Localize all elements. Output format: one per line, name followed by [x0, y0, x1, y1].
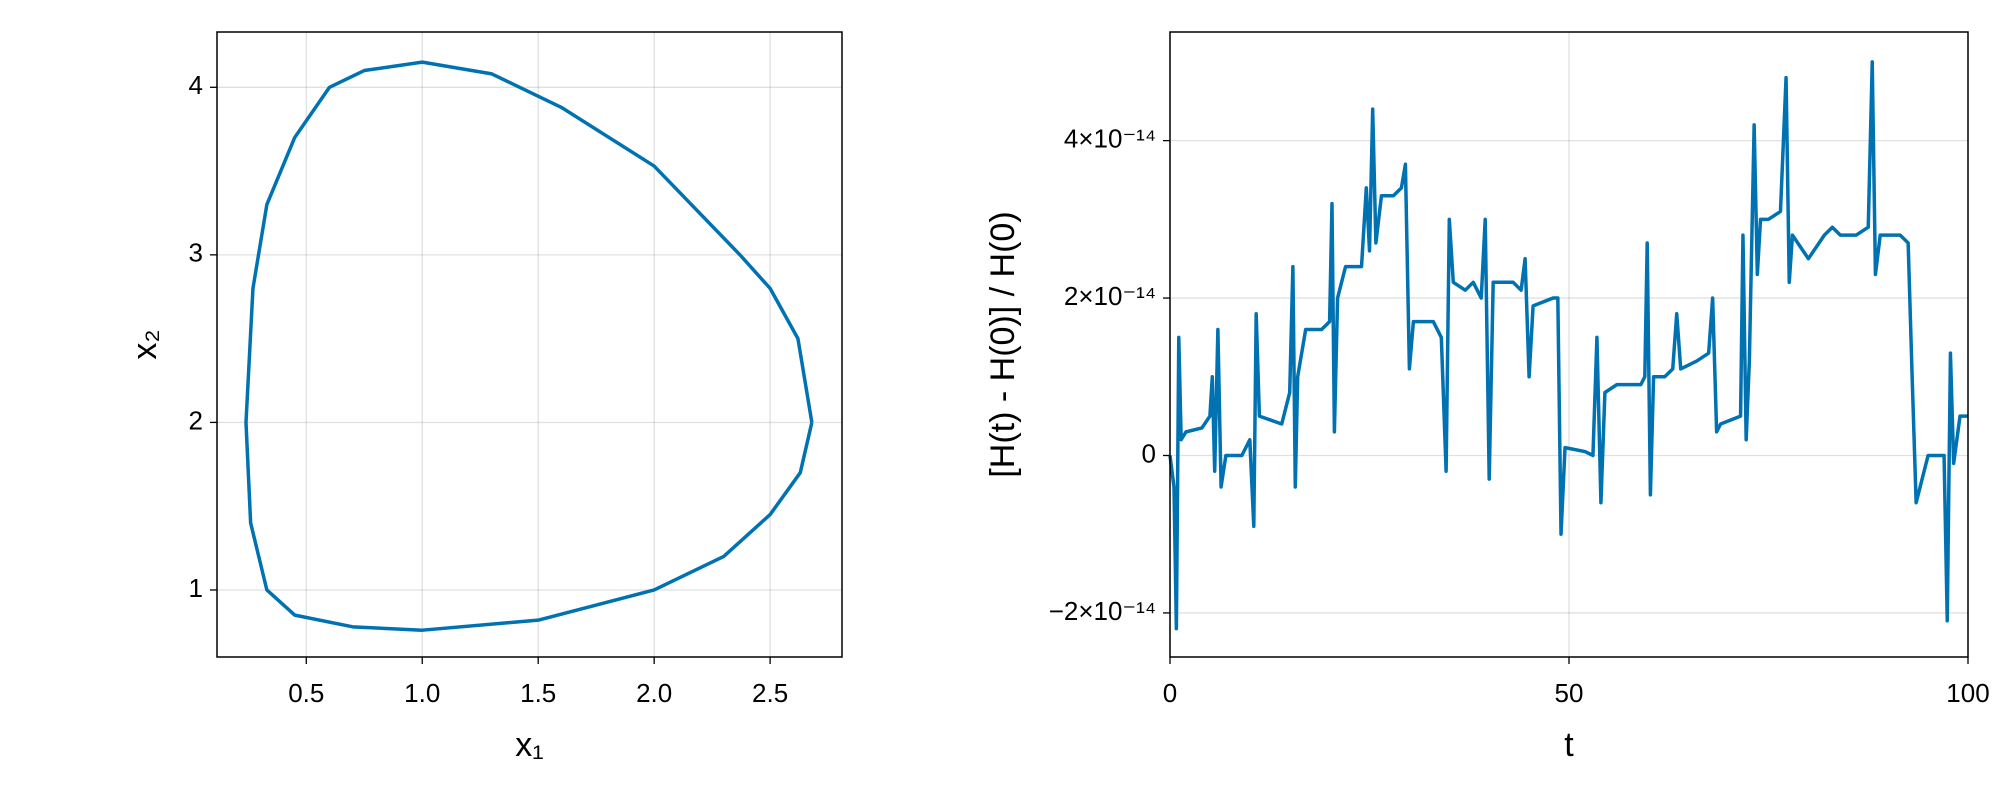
x-tick-label: 2.0	[636, 678, 672, 708]
plot-frame	[1169, 31, 1969, 658]
x-axis-label: x₁	[515, 726, 543, 764]
x-tick-label: 0.5	[288, 678, 324, 708]
data-line	[244, 60, 814, 632]
x-tick-label: 100	[1946, 678, 1989, 708]
y-tick-label: 4	[189, 70, 203, 100]
x-tick-label: 1.0	[404, 678, 440, 708]
y-tick-label: −2×10⁻¹⁴	[1049, 596, 1156, 626]
y-axis-label: x₂	[126, 329, 164, 359]
x-tick-label: 2.5	[752, 678, 788, 708]
x-tick-label: 0	[1163, 678, 1177, 708]
y-axis-label: [H(t) - H(0)] / H(0)	[984, 211, 1022, 477]
data-line	[1168, 60, 1968, 631]
y-tick-label: 4×10⁻¹⁴	[1064, 124, 1156, 154]
y-tick-label: 2×10⁻¹⁴	[1064, 281, 1156, 311]
y-tick-label: 0	[1142, 438, 1156, 468]
y-tick-label: 3	[189, 238, 203, 268]
y-tick-label: 2	[189, 405, 203, 435]
x-axis-label: t	[1564, 726, 1574, 764]
plot-frame	[216, 31, 843, 658]
x-tick-label: 1.5	[520, 678, 556, 708]
x-tick-label: 50	[1555, 678, 1584, 708]
y-tick-label: 1	[189, 573, 203, 603]
